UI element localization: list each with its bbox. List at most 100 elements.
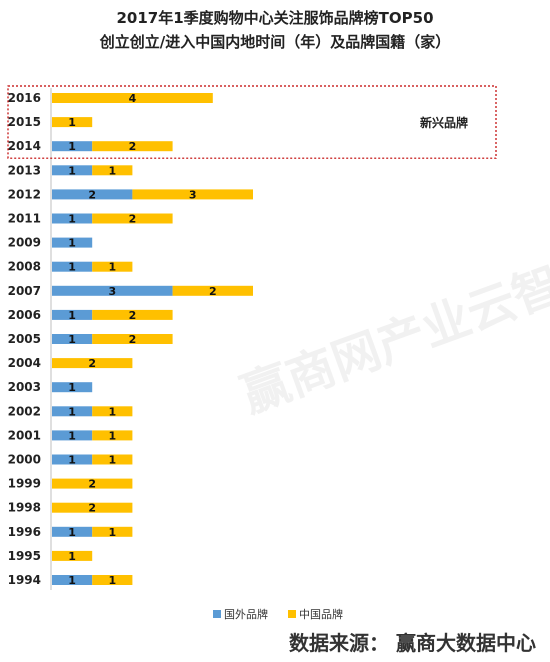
y-tick-label: 1994: [8, 573, 41, 587]
data-label: 1: [108, 526, 116, 539]
bar-segment: [132, 189, 253, 200]
data-label: 1: [68, 213, 76, 226]
y-tick-label: 2013: [8, 163, 41, 177]
highlight-label: 新兴品牌: [420, 115, 468, 130]
data-label: 1: [68, 429, 76, 442]
bar-segment: [52, 309, 93, 320]
bar-segment: [52, 478, 133, 489]
data-label: 1: [108, 429, 116, 442]
bar-segment: [92, 334, 173, 344]
bar-segment: [52, 237, 93, 248]
chart-title-line2: 创立创立/进入中国内地时间（年）及品牌国籍（家）: [99, 33, 451, 51]
y-tick-label: 2005: [8, 332, 41, 346]
bar-segment: [52, 285, 173, 296]
bar-segment: [52, 213, 93, 224]
data-label: 3: [108, 285, 116, 298]
y-tick-label: 2014: [8, 139, 41, 153]
y-tick-label: 2011: [8, 212, 41, 226]
data-label: 1: [108, 574, 116, 587]
bar-segment: [52, 334, 93, 344]
data-label: 2: [129, 213, 137, 226]
chart-title-line1: 2017年1季度购物中心关注服饰品牌榜TOP50: [116, 9, 434, 27]
data-label: 2: [209, 285, 217, 298]
data-label: 1: [68, 140, 76, 153]
y-tick-label: 2000: [8, 453, 41, 467]
data-label: 1: [108, 454, 116, 467]
y-tick-label: 2007: [8, 284, 41, 298]
bar-segment: [52, 526, 93, 537]
bar-segment: [172, 285, 253, 296]
data-label: 1: [68, 237, 76, 250]
bar-segment: [92, 309, 173, 320]
y-tick-label: 2016: [8, 91, 41, 105]
bar-segment: [52, 165, 93, 176]
y-tick-label: 2002: [8, 404, 41, 418]
y-tick-label: 2001: [8, 428, 41, 442]
data-label: 1: [108, 261, 116, 274]
bar-segment: [92, 430, 133, 441]
bar-segment: [52, 454, 93, 465]
data-label: 2: [88, 357, 96, 370]
bar-segment: [52, 93, 213, 103]
y-tick-label: 2008: [8, 260, 41, 274]
y-tick-label: 1999: [8, 477, 41, 491]
data-label: 1: [68, 526, 76, 539]
bar-segment: [52, 117, 93, 128]
data-label: 2: [88, 502, 96, 515]
data-label: 2: [88, 188, 96, 201]
bar-segment: [52, 430, 93, 441]
bar-segment: [52, 141, 93, 152]
y-tick-label: 2009: [8, 236, 41, 250]
data-label: 1: [68, 164, 76, 177]
bar-segment: [92, 213, 173, 224]
bar-segment: [52, 358, 133, 369]
data-label: 1: [68, 261, 76, 274]
source-note: 数据来源： 赢商大数据中心: [289, 631, 536, 655]
bar-segment: [92, 165, 133, 176]
y-tick-label: 2012: [8, 187, 41, 201]
bar-segment: [92, 406, 133, 417]
bar-segment: [52, 575, 93, 585]
y-tick-label: 1996: [8, 525, 41, 539]
legend-label: 中国品牌: [299, 607, 343, 621]
bar-segment: [92, 261, 133, 272]
data-label: 1: [68, 454, 76, 467]
bar-segment: [92, 575, 133, 585]
data-label: 1: [68, 381, 76, 394]
chart-title: 2017年1季度购物中心关注服饰品牌榜TOP50 创立创立/进入中国内地时间（年…: [0, 6, 550, 54]
legend-label: 国外品牌: [224, 607, 268, 621]
data-label: 1: [68, 405, 76, 418]
bar-segment: [52, 550, 93, 561]
bar-segment: [52, 502, 133, 513]
data-label: 1: [108, 405, 116, 418]
highlight-box: [7, 85, 497, 159]
data-label: 4: [129, 92, 137, 105]
y-tick-label: 2003: [8, 380, 41, 394]
bar-segment: [92, 526, 133, 537]
data-label: 1: [68, 333, 76, 346]
data-label: 1: [108, 164, 116, 177]
data-label: 1: [68, 116, 76, 129]
data-label: 3: [189, 188, 197, 201]
bar-segment: [52, 261, 93, 272]
bar-segment: [92, 141, 173, 152]
y-tick-label: 2006: [8, 308, 41, 322]
data-label: 1: [68, 550, 76, 563]
legend-swatch: [288, 610, 296, 618]
data-label: 1: [68, 574, 76, 587]
y-tick-label: 1995: [8, 549, 41, 563]
data-label: 1: [68, 309, 76, 322]
bar-segment: [52, 189, 133, 200]
bar-segment: [92, 454, 133, 465]
y-tick-label: 1998: [8, 501, 41, 515]
data-label: 2: [129, 140, 137, 153]
bar-segment: [52, 382, 93, 393]
y-tick-label: 2015: [8, 115, 41, 129]
legend-swatch: [213, 610, 221, 618]
data-label: 2: [129, 309, 137, 322]
data-label: 2: [88, 478, 96, 491]
bar-segment: [52, 406, 93, 417]
data-label: 2: [129, 333, 137, 346]
y-tick-label: 2004: [8, 356, 41, 370]
